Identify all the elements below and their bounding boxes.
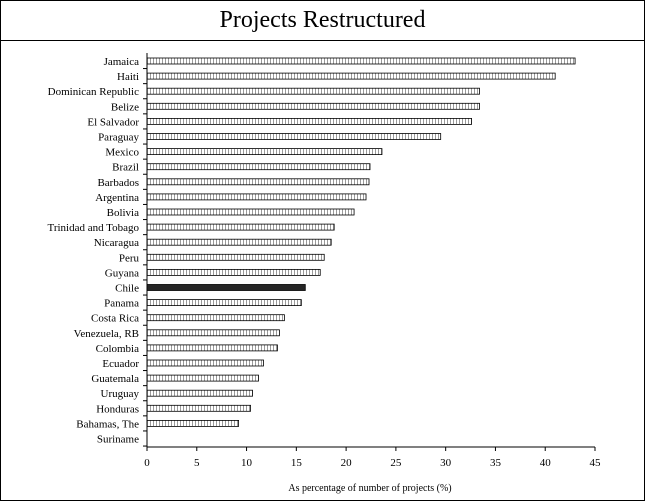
category-label: Trinidad and Tobago [47,222,139,234]
bar [146,72,556,80]
x-tick-label: 40 [540,457,552,469]
category-label: Belize [111,101,139,113]
bar [146,389,253,397]
x-tick-label: 35 [490,457,502,469]
category-label: Bahamas, The [76,418,139,430]
bar [146,163,371,171]
bar-highlight [146,284,306,291]
category-label: Guatemala [91,373,139,385]
category-label: Nicaragua [94,237,139,249]
x-tick-label: 15 [291,457,303,469]
chart-title: Projects Restructured [219,7,426,33]
category-label: Mexico [105,147,139,159]
bar [146,133,442,140]
bar [146,87,480,95]
bar [146,238,332,246]
bar [146,359,264,367]
bar [146,329,280,337]
x-tick-label: 25 [390,457,402,469]
category-label: Panama [104,298,139,310]
bar [146,57,576,65]
x-tick-label: 0 [144,457,150,469]
category-label: Ecuador [102,358,139,370]
category-label: Uruguay [101,388,140,400]
bar [146,178,370,186]
category-label: Costa Rica [91,313,139,325]
bar [146,314,285,322]
bar [146,193,367,201]
bar [146,118,472,125]
category-label: Argentina [95,192,139,204]
plot-area: Jamaica Haiti Dominican Republic Belize El S… [47,53,601,469]
category-label: Venezuela, RB [74,328,139,340]
x-tick-label: 10 [241,457,253,469]
category-label: Guyana [105,267,139,279]
category-label: Jamaica [104,56,140,68]
chart-title-bar: Projects Restructured [1,1,644,41]
category-label: Paraguay [98,132,139,144]
bar [146,102,480,110]
bar [146,148,383,156]
category-label: El Salvador [87,116,139,128]
category-label: Barbados [97,177,139,189]
bar [146,253,325,261]
category-label: Suriname [97,434,139,446]
category-label: Honduras [96,403,139,415]
category-label: Chile [115,283,139,295]
bar [146,404,251,412]
bar [146,208,355,216]
bar [146,374,259,382]
bar [146,419,239,427]
bar [146,268,321,276]
category-label: Colombia [96,343,140,355]
bar [146,223,335,231]
x-tick-label: 20 [341,457,353,469]
category-label: Bolivia [107,207,140,219]
bar [146,344,278,352]
category-label: Haiti [117,71,139,83]
x-axis-title: As percentage of number of projects (%) [288,483,451,494]
bar [146,299,302,307]
category-label: Peru [119,252,140,264]
category-label: Dominican Republic [48,86,139,98]
x-tick-label: 5 [194,457,200,469]
x-tick-label: 45 [590,457,602,469]
x-tick-label: 30 [440,457,452,469]
category-label: Brazil [112,162,139,174]
